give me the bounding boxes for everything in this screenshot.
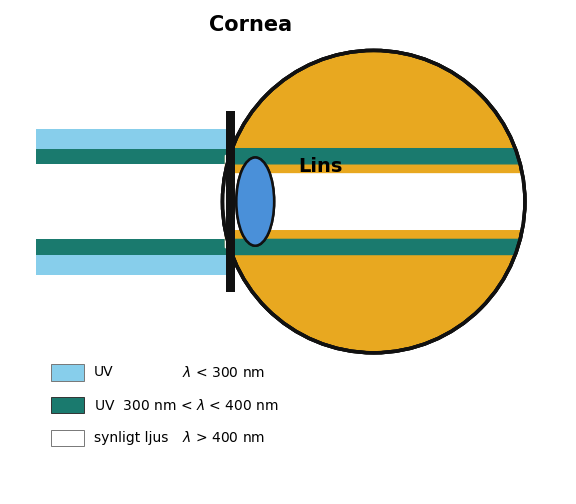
Text: Lins: Lins [298, 157, 343, 176]
Polygon shape [228, 149, 520, 164]
Circle shape [222, 50, 525, 353]
Polygon shape [228, 239, 520, 255]
Ellipse shape [236, 157, 274, 246]
Text: UV: UV [94, 365, 113, 380]
Polygon shape [223, 174, 524, 229]
Ellipse shape [236, 157, 274, 246]
Text: UV  300 nm < $\lambda$ < 400 nm: UV 300 nm < $\lambda$ < 400 nm [94, 398, 279, 413]
Bar [51, 364, 84, 381]
Bar [225, 111, 234, 292]
Bar [36, 149, 232, 164]
Text: $\lambda$ < 300 nm: $\lambda$ < 300 nm [182, 365, 266, 380]
Bar [225, 111, 234, 292]
Polygon shape [222, 156, 230, 247]
Bar [36, 255, 232, 275]
Bar [51, 397, 84, 413]
Bar [36, 239, 232, 255]
Text: synligt ljus: synligt ljus [94, 431, 168, 445]
Text: Cornea: Cornea [209, 15, 292, 35]
Bar [36, 129, 232, 149]
Polygon shape [222, 155, 230, 248]
Text: $\lambda$ > 400 nm: $\lambda$ > 400 nm [182, 430, 266, 446]
Bar [36, 174, 540, 229]
Bar [51, 430, 84, 446]
